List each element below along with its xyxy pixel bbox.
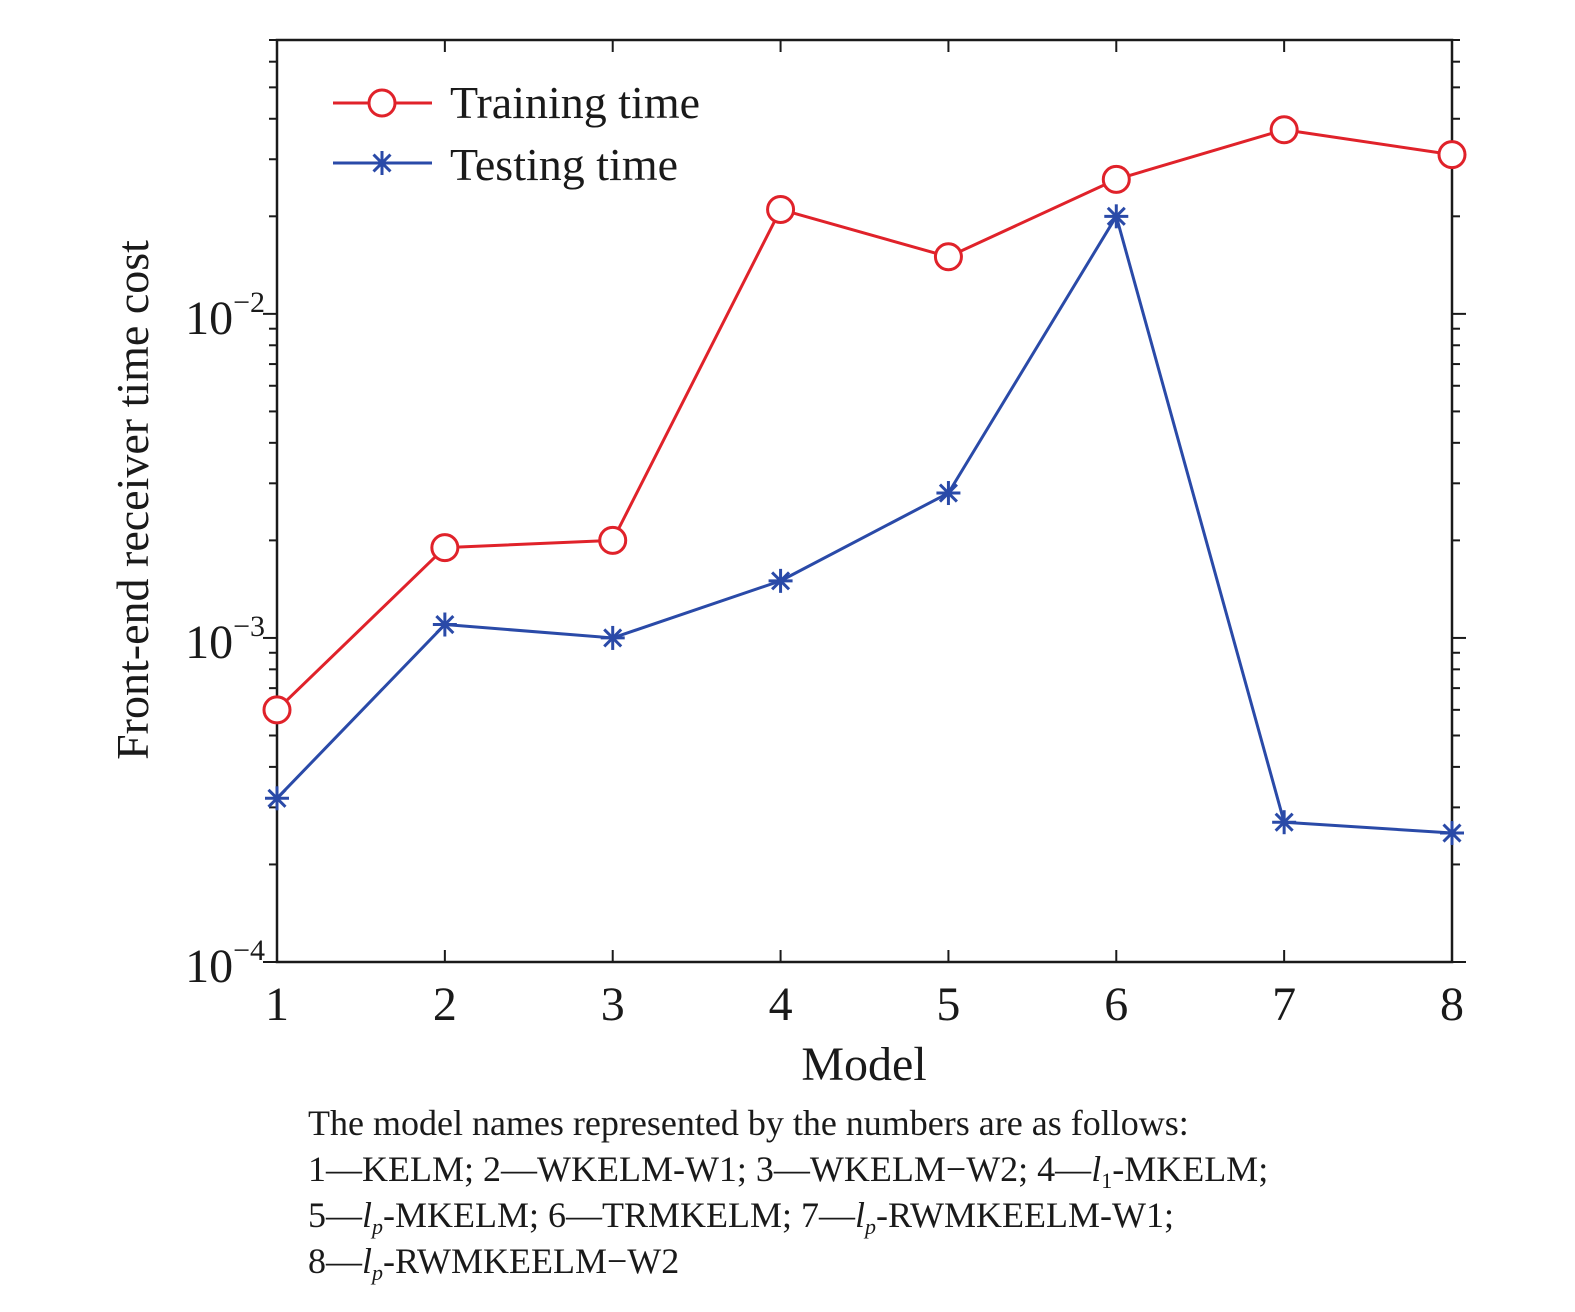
marker-stroke xyxy=(1442,823,1462,843)
marker-stroke xyxy=(938,483,958,503)
marker-stroke xyxy=(603,628,623,648)
training-point xyxy=(933,242,963,272)
training-point xyxy=(766,194,796,224)
caption-line-3: 8—lp-RWMKEELM−W2 xyxy=(308,1241,680,1285)
tick-marks xyxy=(263,39,1466,963)
caption-line-1: 1—KELM; 2—WKELM-W1; 3—WKELM−W2; 4—l1-MKE… xyxy=(308,1149,1269,1193)
marker-stroke xyxy=(372,153,392,173)
legend-label-testing: Testing time xyxy=(450,139,678,190)
training-point xyxy=(1269,115,1299,145)
caption-intro: The model names represented by the numbe… xyxy=(308,1103,1189,1143)
marker-stroke xyxy=(771,571,791,591)
series-line-training xyxy=(275,128,1453,711)
x-tick-label: 1 xyxy=(265,978,289,1031)
legend-marker-training xyxy=(367,88,397,118)
x-tick-label: 7 xyxy=(1272,978,1296,1031)
y-tick-label: 10−4 xyxy=(185,934,265,993)
x-tick-label: 3 xyxy=(601,978,625,1031)
legend: Training time Testing time xyxy=(333,77,700,190)
y-tick-label: 10−2 xyxy=(185,286,265,345)
x-tick-label: 8 xyxy=(1440,978,1464,1031)
figure-caption: The model names represented by the numbe… xyxy=(308,1100,1548,1284)
testing-point xyxy=(600,625,625,650)
marker-stroke xyxy=(267,788,287,808)
y-axis-label: Front-end receiver time cost xyxy=(107,240,158,760)
x-tick-label: 4 xyxy=(769,978,793,1031)
testing-point xyxy=(1272,810,1297,835)
testing-point xyxy=(768,568,793,593)
caption-line-2: 5—lp-MKELM; 6—TRMKELM; 7—lp-RWMKEELM-W1; xyxy=(308,1195,1174,1239)
plot-area xyxy=(275,38,1454,964)
training-point xyxy=(262,695,292,725)
testing-point xyxy=(1104,204,1129,229)
y-tick-labels: 10−4 10−3 10−2 xyxy=(185,286,265,993)
legend-marker-testing xyxy=(370,151,394,175)
marker-stroke xyxy=(1106,206,1126,226)
training-point xyxy=(598,525,628,555)
marker-stroke xyxy=(1274,812,1294,832)
series-group xyxy=(262,115,1467,846)
x-tick-label: 2 xyxy=(433,978,457,1031)
x-tick-labels: 1 2 3 4 5 6 7 8 xyxy=(265,978,1464,1031)
testing-point xyxy=(265,786,289,811)
training-point xyxy=(1437,140,1467,170)
training-point xyxy=(430,533,460,563)
legend-star-shape xyxy=(370,151,394,175)
testing-point xyxy=(936,481,961,506)
series-line-testing xyxy=(275,214,1453,835)
x-axis-label: Model xyxy=(801,1038,926,1091)
y-tick-label: 10−3 xyxy=(185,610,265,669)
testing-point xyxy=(432,612,457,637)
x-tick-label: 5 xyxy=(936,978,960,1031)
marker-stroke xyxy=(435,614,455,635)
training-point xyxy=(1101,164,1131,194)
testing-point xyxy=(1440,821,1464,846)
x-tick-label: 6 xyxy=(1104,978,1128,1031)
legend-label-training: Training time xyxy=(450,77,700,128)
